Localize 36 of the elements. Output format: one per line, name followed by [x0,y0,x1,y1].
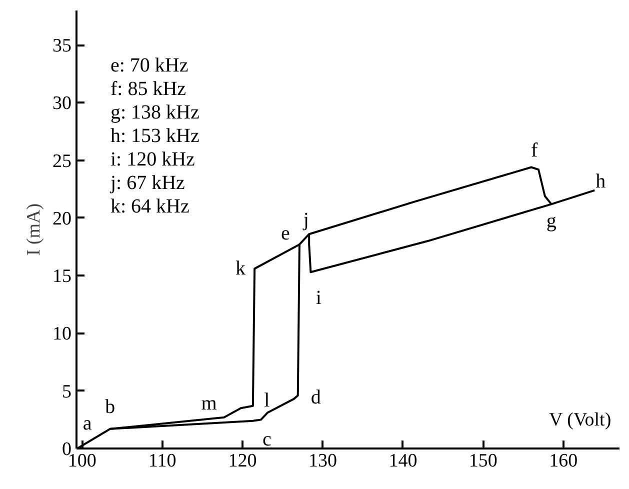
annotation: b [105,396,116,418]
annotation: e [281,222,290,244]
x-tick-label: 150 [468,450,498,472]
annotation: e: 70 kHz [110,54,188,76]
x-tick-label: 140 [388,450,418,472]
x-axis-title: V (Volt) [549,410,612,430]
annotation: a [82,412,92,434]
annotation: j [302,209,309,232]
annotation: i [316,287,322,310]
annotation: g [546,210,556,232]
y-tick-label: 30 [52,93,72,114]
annotation: d [310,386,321,408]
y-tick-label: 35 [52,36,72,57]
annotation: k [236,258,246,280]
annotation: l [264,389,270,412]
x-tick-label: 160 [549,450,578,472]
annotation: h: 153 kHz [110,125,200,147]
annotation: h [596,170,606,192]
annotation: c [262,428,272,451]
annotation: m [201,392,218,414]
annotation: g: 138 kHz [110,102,200,124]
annotation: k: 64 kHz [110,196,190,218]
x-tick-label: 110 [148,450,176,472]
annotation: f [530,139,538,162]
annotation: j: 67 kHz [110,172,186,194]
y-tick-label: 10 [52,324,72,345]
y-tick-label: 25 [52,150,72,172]
annotation: i: 120 kHz [110,148,196,170]
x-tick-label: 130 [308,450,337,472]
annotation: f: 85 kHz [110,78,186,100]
y-tick-label: 15 [52,266,72,288]
y-tick-label: 0 [62,439,72,460]
x-tick-label: 120 [228,450,257,472]
y-tick-label: 5 [62,381,72,402]
y-axis-title: I (mA) [24,203,44,256]
y-tick-label: 20 [52,208,72,230]
